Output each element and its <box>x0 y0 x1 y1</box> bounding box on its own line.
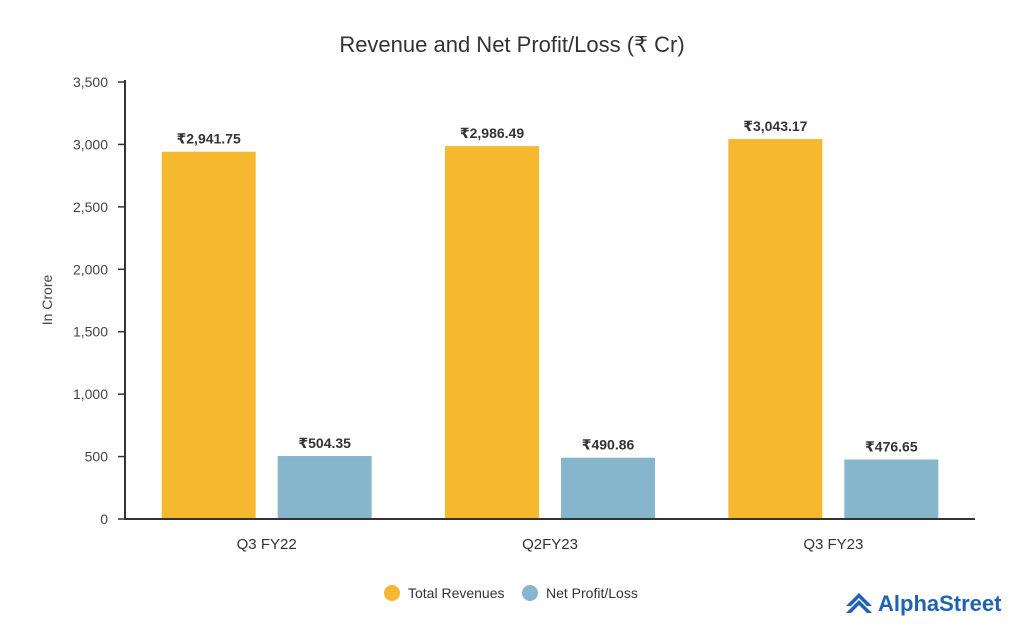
y-tick-label: 500 <box>85 449 109 465</box>
y-tick-label: 1,500 <box>73 324 108 340</box>
legend-swatch <box>384 585 400 601</box>
bar-net-profit-loss-0 <box>277 456 372 519</box>
y-tick-label: 2,500 <box>73 199 108 215</box>
data-label: ₹2,986.49 <box>460 125 524 141</box>
alphastreet-logo-icon <box>846 593 872 613</box>
legend: Total Revenues Net Profit/Loss <box>384 585 638 601</box>
legend-swatch <box>522 585 538 601</box>
y-tick-label: 1,000 <box>73 386 108 402</box>
y-axis-ticks: 0 500 1,000 1,500 2,000 2,500 3,000 3,500 <box>73 74 125 527</box>
legend-label: Net Profit/Loss <box>546 585 638 601</box>
data-label: ₹504.35 <box>298 435 351 451</box>
x-category-label: Q3 FY22 <box>237 536 297 553</box>
data-label: ₹2,941.75 <box>177 131 241 147</box>
bar-total-revenues-2 <box>728 139 823 519</box>
alphastreet-logo: AlphaStreet <box>846 591 1002 616</box>
chart-title: Revenue and Net Profit/Loss (₹ Cr) <box>339 32 684 57</box>
y-axis-label: In Crore <box>39 275 55 326</box>
y-tick-label: 3,500 <box>73 74 108 90</box>
y-tick-label: 2,000 <box>73 261 108 277</box>
legend-label: Total Revenues <box>408 585 505 601</box>
data-label: ₹476.65 <box>865 438 918 454</box>
data-label: ₹490.86 <box>582 437 635 453</box>
bar-net-profit-loss-1 <box>561 457 655 519</box>
data-label: ₹3,043.17 <box>743 118 807 134</box>
x-category-label: Q2FY23 <box>522 536 578 553</box>
x-category-label: Q3 FY23 <box>803 536 863 553</box>
bar-total-revenues-0 <box>161 151 256 519</box>
brand-name: AlphaStreet <box>878 591 1002 616</box>
bars <box>161 139 939 519</box>
x-axis-categories: Q3 FY22 Q2FY23 Q3 FY23 <box>237 536 864 553</box>
data-labels: ₹2,941.75 ₹504.35 ₹2,986.49 ₹490.86 ₹3,043.1… <box>177 118 918 454</box>
y-tick-label: 0 <box>100 511 108 527</box>
bar-net-profit-loss-2 <box>844 459 939 519</box>
bar-total-revenues-1 <box>445 146 539 519</box>
y-tick-label: 3,000 <box>73 136 108 152</box>
